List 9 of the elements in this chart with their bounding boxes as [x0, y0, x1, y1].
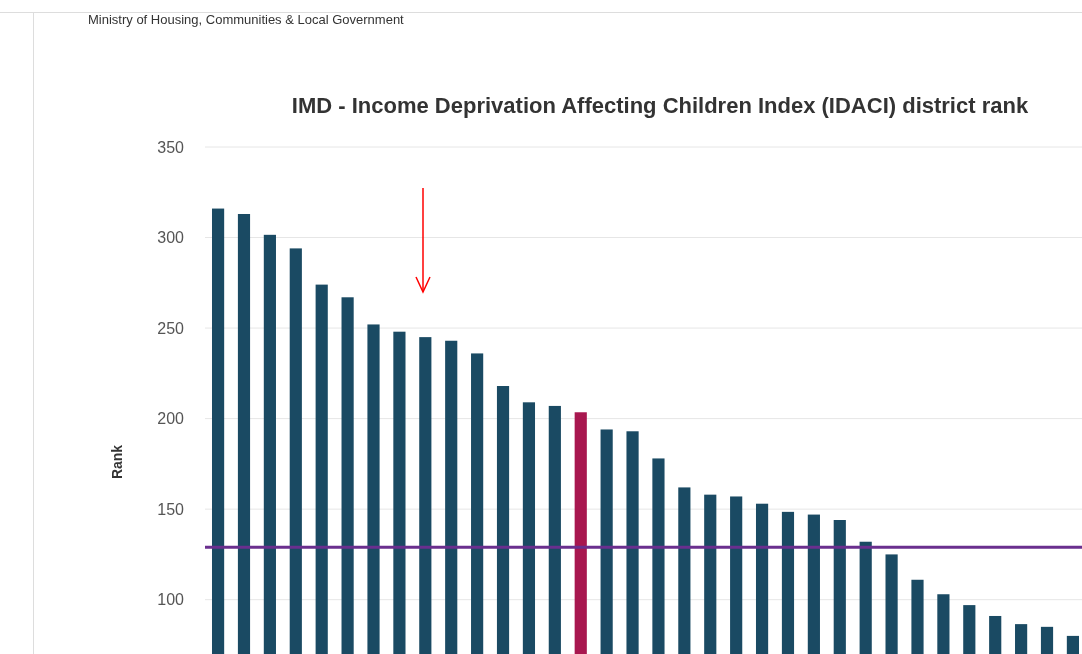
- y-axis-title: Rank: [109, 444, 125, 480]
- y-tick-label: 250: [157, 319, 185, 337]
- y-tick-label: 200: [157, 410, 185, 428]
- y-tick-label: 350: [157, 138, 185, 156]
- y-tick-label: 300: [157, 229, 185, 247]
- chart-title: IMD - Income Deprivation Affecting Children Index (IDACI) district rank: [291, 93, 1029, 118]
- text: Ministry of Housing, Communities & Local Government: [88, 12, 405, 27]
- y-tick-label: 150: [157, 500, 185, 518]
- y-tick-label: 100: [157, 591, 185, 609]
